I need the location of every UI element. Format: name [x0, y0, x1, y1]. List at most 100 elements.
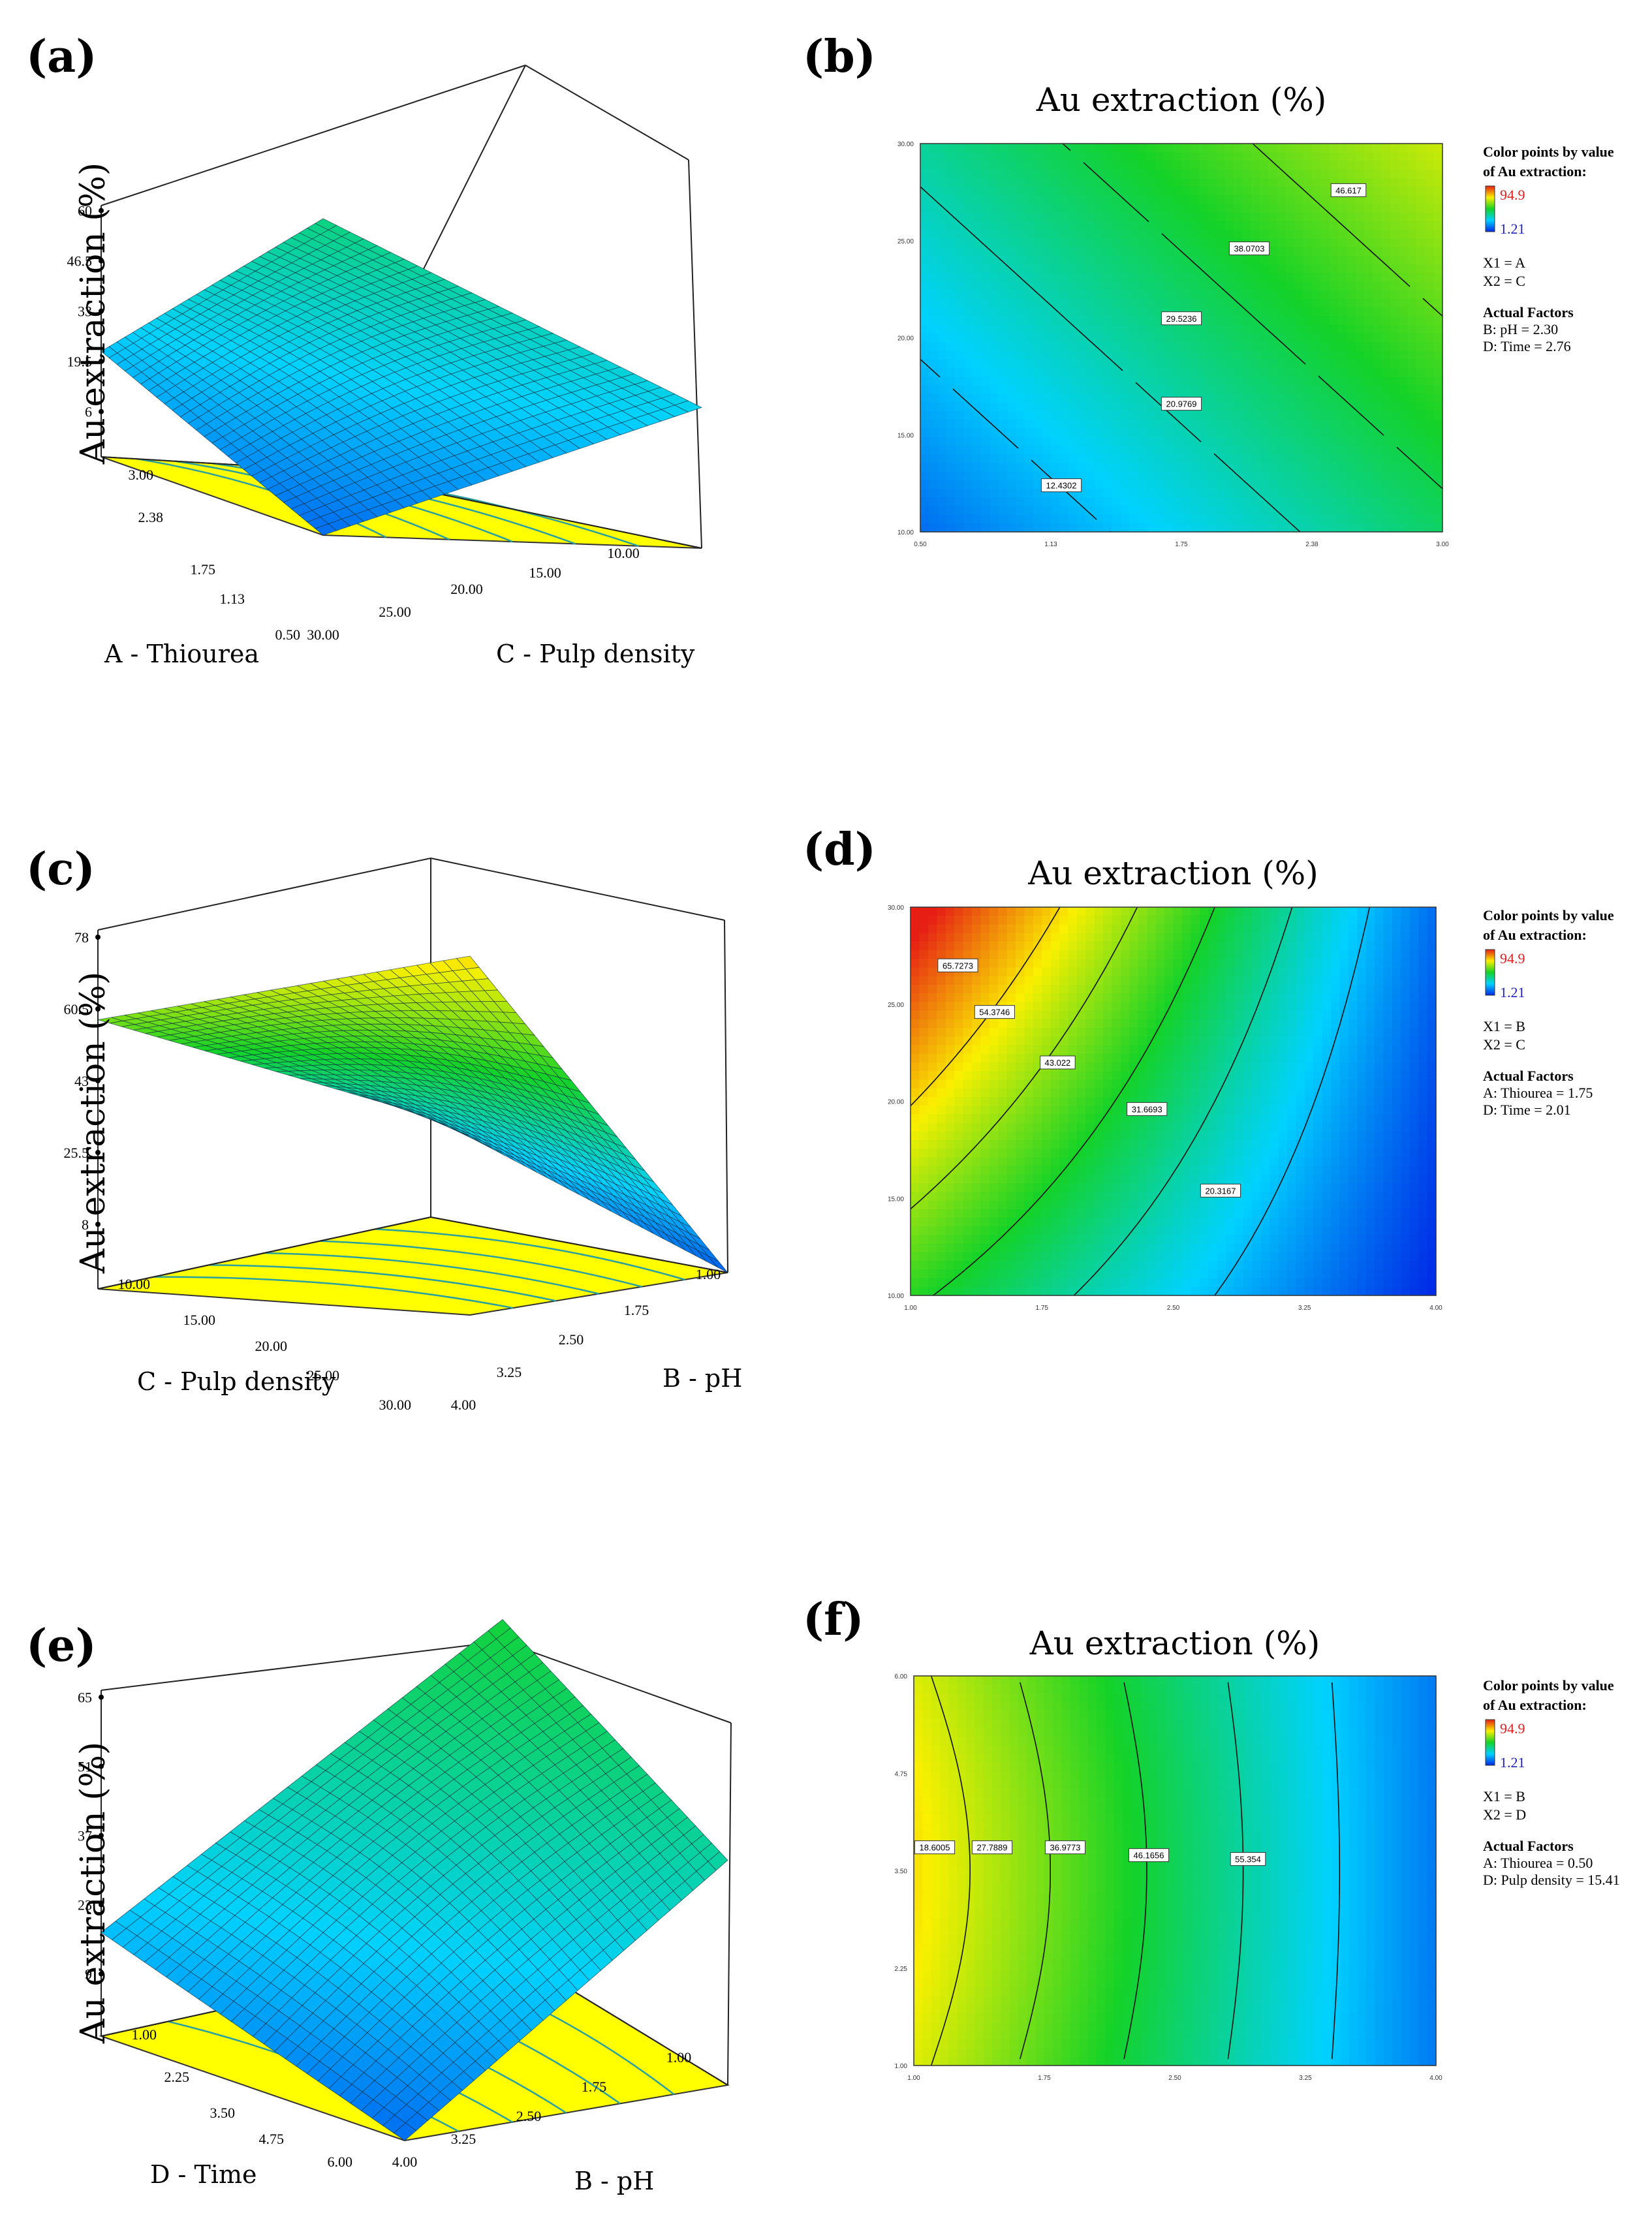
x-tick-label: 1.75 — [1175, 541, 1188, 548]
z-axis-label: Au extraction (%) — [74, 1742, 113, 2044]
box-edge — [97, 1216, 431, 1290]
panel-label: (d) — [803, 824, 876, 876]
x-tick-label: 2.50 — [1167, 1305, 1180, 1312]
contour-value-label: 46.617 — [1335, 185, 1362, 195]
contour-value-label: 27.7889 — [977, 1843, 1008, 1853]
z-tick-label: 6 — [85, 404, 92, 420]
x1-tick-label: 4.75 — [259, 2131, 285, 2147]
box-edge — [101, 65, 526, 206]
y-tick-label: 1.00 — [895, 2063, 908, 2070]
panel-label: (b) — [803, 31, 876, 83]
plot-frame — [910, 906, 1437, 1296]
box-edge — [430, 1216, 728, 1273]
x2-axis-label: B - pH — [662, 1364, 742, 1393]
z-tick-label: 51 — [78, 1759, 92, 1775]
contour-value-label: 55.354 — [1235, 1855, 1261, 1865]
contour-value-label: 36.9773 — [1050, 1843, 1081, 1853]
contour-value-label: 65.7273 — [943, 961, 973, 970]
contour-value-label: 20.9769 — [1166, 399, 1197, 409]
colorbar — [1485, 949, 1495, 996]
box-edge — [525, 65, 689, 161]
x1-tick-label: 3.50 — [210, 2105, 236, 2121]
z-tick-label: 8 — [82, 1216, 89, 1233]
floor-contour — [208, 1264, 556, 1302]
z-tick-label: 25.5 — [64, 1145, 89, 1161]
x1-tick-label: 30.00 — [379, 1397, 412, 1413]
box-edge — [724, 920, 728, 1273]
x2-tick-label: 1.75 — [582, 2079, 607, 2095]
x1-tick-label: 15.00 — [183, 1312, 216, 1328]
x-tick-label: 2.38 — [1305, 541, 1318, 548]
z-tick-label: 65 — [78, 1690, 92, 1706]
response-surface — [97, 955, 728, 1273]
contour-value-label: 18.6005 — [920, 1843, 950, 1853]
colorbar — [1485, 185, 1495, 232]
x2-tick-label: 15.00 — [529, 565, 561, 581]
y-tick-label: 2.25 — [895, 1966, 908, 1973]
x-tick-label: 1.75 — [1036, 1305, 1049, 1312]
response-surface — [101, 218, 703, 536]
x1-tick-label: 1.75 — [191, 561, 216, 578]
z-tick-label: 43 — [74, 1073, 89, 1089]
box-edge — [101, 1641, 503, 1691]
color-field — [920, 144, 1443, 533]
box-edge — [502, 1641, 732, 1724]
floor-contour — [153, 1276, 514, 1309]
plot-frame — [920, 143, 1443, 533]
panel-label: (c) — [26, 843, 95, 895]
x2-tick-label: 3.25 — [451, 2131, 476, 2147]
contour-plot-f: (f) Au extraction (%) 55.354 46.1656 36.9773… — [803, 1594, 1620, 2082]
plot-frame — [913, 1675, 1437, 2066]
x2-tick-label: 1.00 — [666, 2049, 692, 2066]
y-tick-label: 30.00 — [897, 141, 914, 148]
x1-tick-label: 10.00 — [118, 1276, 151, 1292]
x-tick-label: 4.00 — [1429, 2075, 1442, 2082]
chart-title: Au extraction (%) — [1036, 81, 1327, 119]
response-surface — [101, 1618, 728, 2141]
z-axis-label: Au extraction (%) — [74, 972, 113, 1274]
z-tick-label: 46.5 — [67, 253, 93, 270]
box-edge — [97, 858, 431, 931]
contour-lines: 12.4302 20.9769 29.5236 38.0703 46.617 — [920, 143, 1443, 533]
surface-plot-a: (a) 60 46.5 33 19.5 6 3.00 2.38 1.751.13 0.50 30.0… — [26, 31, 703, 668]
y-tick-label: 20.00 — [897, 335, 914, 343]
contour-value-label: 54.3746 — [979, 1008, 1010, 1017]
x-tick-label: 0.50 — [914, 541, 927, 548]
floor-contour — [319, 1240, 642, 1288]
contour-value-label: 31.6693 — [1132, 1104, 1162, 1114]
color-field — [914, 1676, 1437, 2066]
z-tick-label: 9 — [85, 1966, 92, 1983]
y-tick-label: 10.00 — [897, 529, 914, 536]
x-tick-label: 1.00 — [904, 1305, 917, 1312]
contour-value-label: 46.1656 — [1134, 1851, 1164, 1861]
x-tick-label: 3.00 — [1436, 541, 1449, 548]
z-tick-label: 23 — [78, 1897, 92, 1913]
x2-tick-label: 1.00 — [696, 1266, 721, 1282]
contour-plot-b: (b) Au extraction (%) 12.4302 20.9769 29.523… — [803, 31, 1614, 548]
y-tick-label: 15.00 — [897, 432, 914, 439]
color-field — [911, 907, 1437, 1296]
x2-tick-label: 2.50 — [516, 2108, 542, 2124]
y-tick-label: 25.00 — [897, 238, 914, 245]
surface-plot-c: (c) 78 60.5 43 25.5 8 10.00 15.00 20.00 25.00 30.0… — [26, 843, 742, 1413]
panel-label: (f) — [803, 1594, 864, 1646]
x2-axis-label: B - pH — [574, 2167, 654, 2195]
x1-tick-label: 25.00 — [307, 1367, 340, 1384]
x-tick-label: 3.25 — [1299, 2075, 1312, 2082]
x1-tick-label: 1.00 — [132, 2026, 157, 2043]
y-tick-label: 4.75 — [895, 1771, 908, 1778]
x2-tick-label: 3.25 — [497, 1364, 522, 1380]
contour-value-label: 12.4302 — [1046, 481, 1077, 491]
x2-tick-label: 10.00 — [607, 545, 640, 561]
x1-tick-label: 3.00 — [129, 467, 154, 483]
box-edge — [727, 1722, 732, 2086]
x-tick-label: 3.25 — [1298, 1305, 1311, 1312]
surface-plot-e: (e) 65 51 37 23 9 1.00 2.25 3.50 4.75 6.00 4.00 3.25… — [26, 1618, 732, 2195]
x1-axis-label: A - Thiourea — [104, 640, 259, 668]
panel-label: (e) — [26, 1620, 97, 1672]
x2-tick-label: 1.75 — [624, 1302, 649, 1318]
x-tick-label: 1.13 — [1044, 541, 1057, 548]
